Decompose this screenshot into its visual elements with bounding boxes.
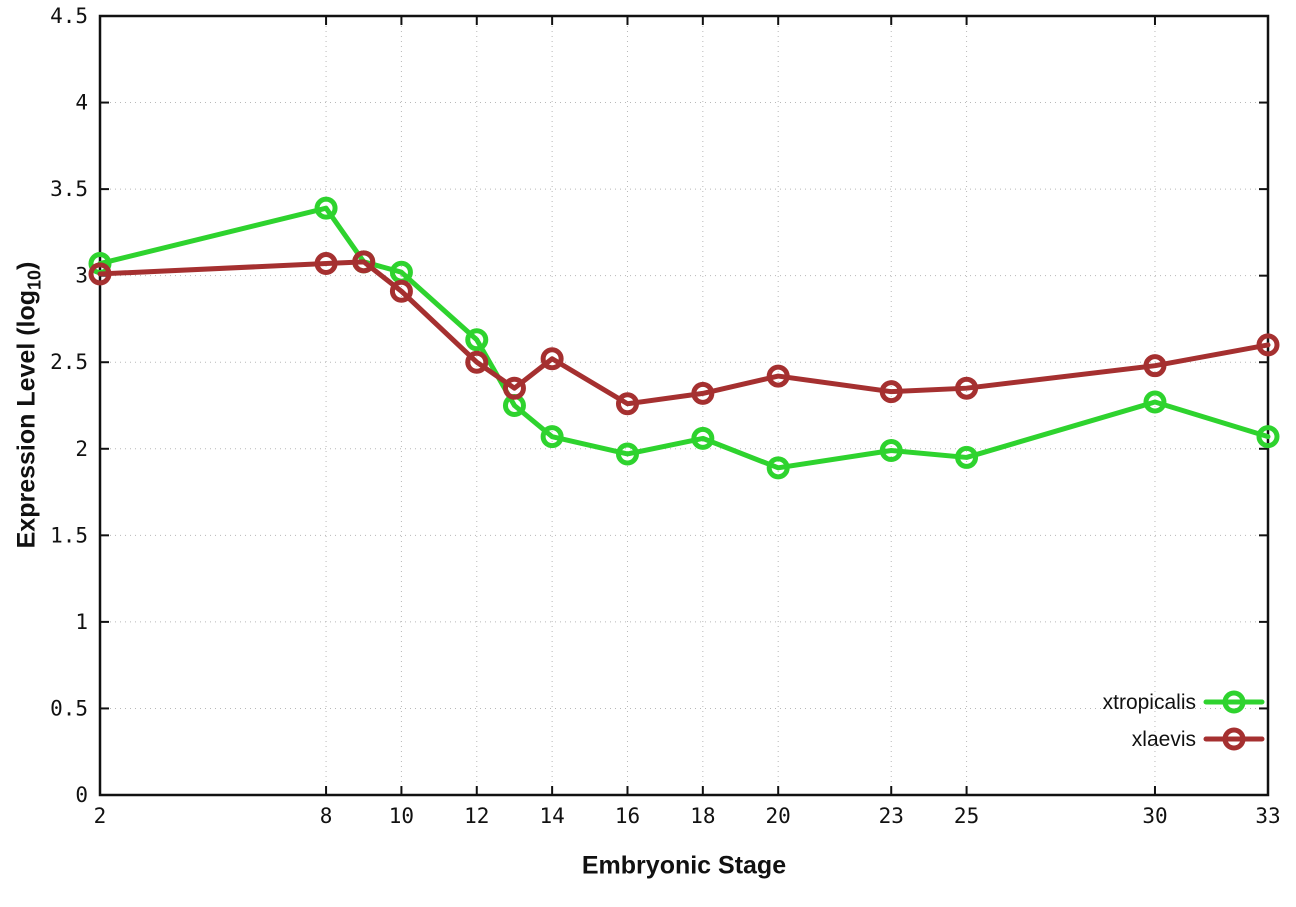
data-point-xlaevis-stage-2 <box>88 262 112 286</box>
y-tick-label-0.5: 0.5 <box>50 696 88 720</box>
x-tick-label-10: 10 <box>389 804 414 828</box>
y-tick-label-4.5: 4.5 <box>50 4 88 28</box>
legend-sample-marker-xlaevis <box>1222 727 1246 751</box>
y-tick-label-1.5: 1.5 <box>50 523 88 547</box>
data-point-xtropicalis-stage-30 <box>1143 390 1167 414</box>
data-point-xlaevis-stage-23 <box>879 380 903 404</box>
series-line-xlaevis <box>97 259 1271 407</box>
plot-border <box>98 14 1270 797</box>
x-tick-label-14: 14 <box>539 804 564 828</box>
data-point-xlaevis-stage-16 <box>615 392 639 416</box>
data-point-xtropicalis-stage-23 <box>879 439 903 463</box>
x-axis-title-text: Embryonic Stage <box>581 851 787 880</box>
data-point-xlaevis-stage-13 <box>502 376 526 400</box>
y-axis-title-subscript: 10 <box>24 269 45 290</box>
y-axis-title-main: Expression Level (log <box>12 289 41 549</box>
y-tick-label-2.5: 2.5 <box>50 350 88 374</box>
data-point-xlaevis-stage-30 <box>1143 354 1167 378</box>
data-point-xtropicalis-stage-20 <box>766 456 790 480</box>
data-point-xlaevis-stage-33 <box>1256 333 1280 357</box>
x-tick-label-2: 2 <box>94 804 107 828</box>
y-tick-label-2: 2 <box>75 437 88 461</box>
x-tick-label-20: 20 <box>766 804 791 828</box>
data-point-xlaevis-stage-10 <box>389 279 413 303</box>
data-point-xlaevis-stage-25 <box>955 376 979 400</box>
data-point-xlaevis-stage-9 <box>352 250 376 274</box>
data-point-xlaevis-stage-14 <box>540 347 564 371</box>
x-tick-label-25: 25 <box>954 804 979 828</box>
y-tick-label-3.5: 3.5 <box>50 177 88 201</box>
data-point-xtropicalis-stage-14 <box>540 425 564 449</box>
x-axis-title: Embryonic Stage <box>582 852 786 881</box>
x-tick-label-33: 33 <box>1255 804 1280 828</box>
data-point-xlaevis-stage-20 <box>766 364 790 388</box>
legend-sample-marker-xtropicalis <box>1222 690 1246 714</box>
x-tick-label-30: 30 <box>1142 804 1167 828</box>
data-point-xtropicalis-stage-8 <box>314 196 338 220</box>
data-point-xlaevis-stage-12 <box>465 350 489 374</box>
data-point-xtropicalis-stage-33 <box>1256 425 1280 449</box>
x-tick-label-16: 16 <box>615 804 640 828</box>
legend-label-xlaevis: xlaevis <box>1132 728 1196 751</box>
y-axis-title: Expression Level (log10) <box>12 261 45 549</box>
data-point-xtropicalis-stage-12 <box>465 328 489 352</box>
legend-label-xtropicalis: xtropicalis <box>1103 691 1196 714</box>
y-tick-label-0: 0 <box>75 783 88 807</box>
data-point-xtropicalis-stage-18 <box>691 426 715 450</box>
data-point-xtropicalis-stage-25 <box>955 445 979 469</box>
y-tick-label-4: 4 <box>75 91 88 115</box>
data-point-xlaevis-stage-18 <box>691 381 715 405</box>
x-tick-label-8: 8 <box>320 804 333 828</box>
x-tick-label-23: 23 <box>879 804 904 828</box>
x-tick-label-18: 18 <box>690 804 715 828</box>
x-tick-label-12: 12 <box>464 804 489 828</box>
y-tick-label-1: 1 <box>75 610 88 634</box>
y-axis-title-close: ) <box>12 261 41 270</box>
series-line-xtropicalis <box>97 205 1271 471</box>
y-tick-label-3: 3 <box>75 264 88 288</box>
data-point-xlaevis-stage-8 <box>314 252 338 276</box>
data-point-xtropicalis-stage-16 <box>615 442 639 466</box>
